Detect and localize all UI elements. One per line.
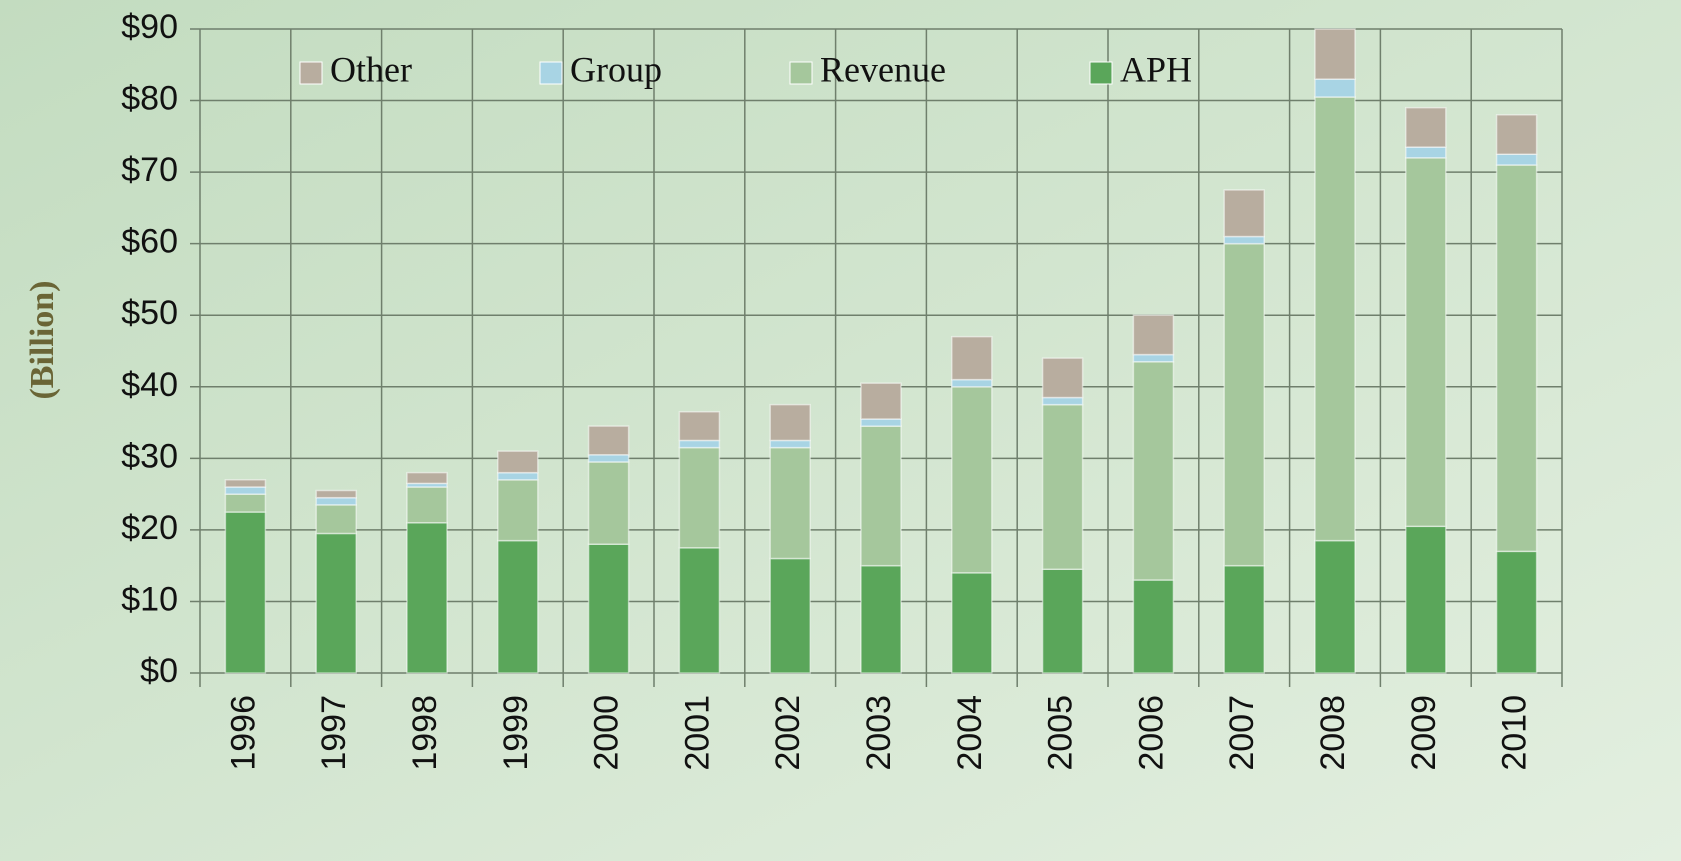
bar-segment bbox=[497, 471, 539, 481]
bar-segment bbox=[769, 446, 811, 560]
bar-segment bbox=[769, 403, 811, 442]
x-tick-label: 2010 bbox=[1496, 695, 1534, 771]
x-tick-label: 2004 bbox=[951, 695, 989, 771]
legend-label: Revenue bbox=[820, 49, 946, 89]
bar-segment bbox=[1405, 146, 1447, 159]
bar-segment bbox=[1405, 106, 1447, 148]
bar-segment bbox=[315, 496, 357, 506]
bar-segment bbox=[1132, 314, 1175, 356]
legend-label: Group bbox=[570, 49, 662, 89]
y-tick-label: $30 bbox=[121, 437, 178, 475]
legend-swatch bbox=[299, 61, 323, 85]
y-axis-label: (Billion) bbox=[24, 280, 61, 399]
bar-segment bbox=[224, 486, 267, 495]
y-tick-label: $40 bbox=[121, 366, 178, 404]
bar-segment bbox=[1132, 579, 1175, 674]
bar-segment bbox=[769, 557, 811, 674]
bar-segment bbox=[587, 454, 630, 463]
bar-segment bbox=[315, 504, 357, 535]
bar-segment bbox=[1041, 357, 1084, 399]
x-tick-label: 1998 bbox=[406, 695, 444, 771]
bar-segment bbox=[406, 521, 448, 674]
bar-segment bbox=[1405, 525, 1447, 674]
bar-segment bbox=[1223, 564, 1265, 674]
bar-segment bbox=[315, 489, 357, 499]
bar-segment bbox=[406, 486, 448, 524]
x-tick-label: 2002 bbox=[769, 695, 807, 771]
y-tick-label: $50 bbox=[121, 294, 178, 332]
bar-segment bbox=[1132, 353, 1175, 363]
bar-segment bbox=[951, 572, 993, 674]
bar-segment bbox=[587, 425, 630, 456]
bar-segment bbox=[1405, 157, 1447, 528]
bar-segment bbox=[224, 493, 267, 513]
bar-segment bbox=[1314, 28, 1356, 80]
bar-segment bbox=[1223, 235, 1265, 245]
bar-segment bbox=[1495, 153, 1538, 166]
bar-segment bbox=[587, 543, 630, 674]
legend-label: APH bbox=[1120, 49, 1192, 89]
y-tick-label: $60 bbox=[121, 223, 178, 261]
bar-segment bbox=[224, 511, 267, 674]
x-tick-label: 2006 bbox=[1132, 695, 1170, 771]
y-tick-label: $70 bbox=[121, 151, 178, 189]
bar-segment bbox=[860, 564, 902, 674]
bar-segment bbox=[1041, 403, 1084, 570]
bar-segment bbox=[1495, 550, 1538, 674]
legend-swatch bbox=[1089, 61, 1113, 85]
bar-segment bbox=[678, 439, 721, 449]
bar-segment bbox=[406, 471, 448, 485]
bar-segment bbox=[1495, 114, 1538, 155]
bar-segment bbox=[951, 378, 993, 388]
bar-segment bbox=[497, 539, 539, 674]
y-tick-label: $90 bbox=[121, 8, 178, 46]
bar-segment bbox=[1314, 78, 1356, 98]
x-tick-label: 2003 bbox=[860, 695, 898, 771]
bar-segment bbox=[951, 386, 993, 574]
bar-segment bbox=[315, 532, 357, 674]
y-tick-label: $20 bbox=[121, 509, 178, 547]
bar-segment bbox=[1132, 360, 1175, 581]
bar-segment bbox=[587, 461, 630, 545]
bar-segment bbox=[497, 450, 539, 474]
bar-segment bbox=[1314, 96, 1356, 542]
bar-segment bbox=[860, 418, 902, 427]
bar-segment bbox=[860, 382, 902, 420]
bar-segment bbox=[860, 425, 902, 567]
bar-segment bbox=[1495, 164, 1538, 553]
bar-segment bbox=[1314, 539, 1356, 674]
x-tick-label: 2008 bbox=[1314, 695, 1352, 771]
bar-segment bbox=[1041, 396, 1084, 406]
x-tick-label: 2005 bbox=[1042, 695, 1080, 771]
bar-segment bbox=[678, 547, 721, 674]
y-tick-label: $0 bbox=[140, 652, 178, 690]
x-tick-label: 1997 bbox=[315, 695, 353, 771]
bar-segment bbox=[951, 335, 993, 381]
legend-swatch bbox=[539, 61, 563, 85]
legend-label: Other bbox=[330, 49, 412, 89]
bar-segment bbox=[1041, 568, 1084, 674]
x-tick-label: 2009 bbox=[1405, 695, 1443, 771]
y-tick-label: $80 bbox=[121, 80, 178, 118]
legend-swatch bbox=[789, 61, 813, 85]
bar-segment bbox=[678, 446, 721, 549]
bar-segment bbox=[678, 411, 721, 442]
bar-segment bbox=[224, 479, 267, 488]
bar-segment bbox=[1223, 189, 1265, 238]
x-tick-label: 2000 bbox=[588, 695, 626, 771]
y-tick-label: $10 bbox=[121, 580, 178, 618]
bar-segment bbox=[769, 439, 811, 449]
x-tick-label: 1996 bbox=[224, 695, 262, 771]
x-tick-label: 2007 bbox=[1223, 695, 1261, 771]
bar-segment bbox=[497, 479, 539, 542]
x-tick-label: 1999 bbox=[497, 695, 535, 771]
x-tick-label: 2001 bbox=[678, 695, 716, 771]
bar-segment bbox=[1223, 242, 1265, 567]
